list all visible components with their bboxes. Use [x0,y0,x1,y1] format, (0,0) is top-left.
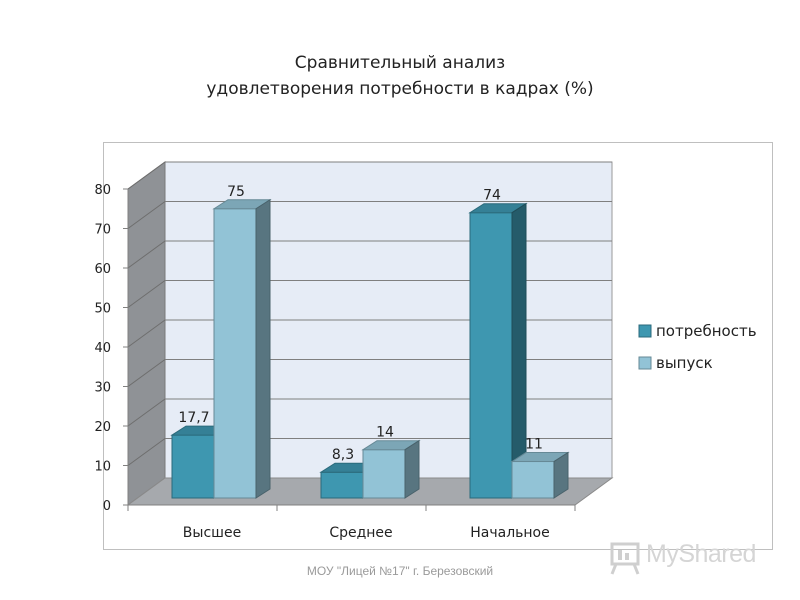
chart-labels: 17,7 75 Высшее 8,3 14 Среднее 74 11 Начальное [178,184,549,541]
y-tick-label: 20 [94,420,111,435]
data-label: 74 [483,188,501,204]
presentation-board-icon [610,542,640,575]
gridline-side [127,438,166,466]
chart-title-line-1: Сравнительный анализ [294,53,506,73]
bar-side-1-2 [553,451,569,499]
bar-need-2 [469,212,513,499]
y-tick-label: 0 [103,499,111,514]
chart-legend: потребность выпуск [638,322,757,372]
gridline-side [127,280,166,308]
bar-output-2 [511,461,555,499]
footer-caption: МОУ "Лицей №17" г. Березовский [306,564,494,578]
bar-need-1 [320,471,364,499]
gridline-side [127,398,166,427]
myshared-logo: MyShared [606,536,776,576]
bar-need-0 [171,434,215,499]
gridline-side [127,201,166,229]
y-tick-label: 40 [94,341,111,356]
category-label: Среднее [329,525,392,541]
bar-output-1 [362,449,406,499]
gridline-side [127,161,166,190]
gridline-side [127,240,166,269]
bar-output-0 [213,208,257,499]
category-label: Высшее [183,525,241,541]
chart-axes: 0 10 20 30 40 50 60 70 80 [94,183,576,514]
bar-side-1-1 [404,439,420,499]
data-label: 11 [525,437,543,453]
legend-swatch-1 [638,356,652,370]
data-label: 75 [227,184,245,200]
data-label: 14 [376,425,394,441]
y-tick-label: 10 [94,460,111,475]
y-tick-label: 80 [94,183,111,198]
gridline-side [127,359,166,387]
legend-label-0: потребность [656,322,757,340]
y-tick-label: 70 [94,223,111,238]
y-tick-label: 50 [94,302,111,317]
gridline-side [127,319,166,348]
y-tick-label: 60 [94,262,111,277]
legend-swatch-0 [638,324,652,338]
data-label: 8,3 [332,447,354,463]
logo-text: MyShared [646,540,756,568]
bar-side-1-0 [255,198,271,499]
legend-label-1: выпуск [656,354,713,372]
y-tick-label: 30 [94,381,111,396]
chart-title-line-2: удовлетворения потребности в кадрах (%) [206,79,594,99]
data-label: 17,7 [178,410,209,426]
chart-bars [170,198,570,499]
category-label: Начальное [470,525,550,541]
